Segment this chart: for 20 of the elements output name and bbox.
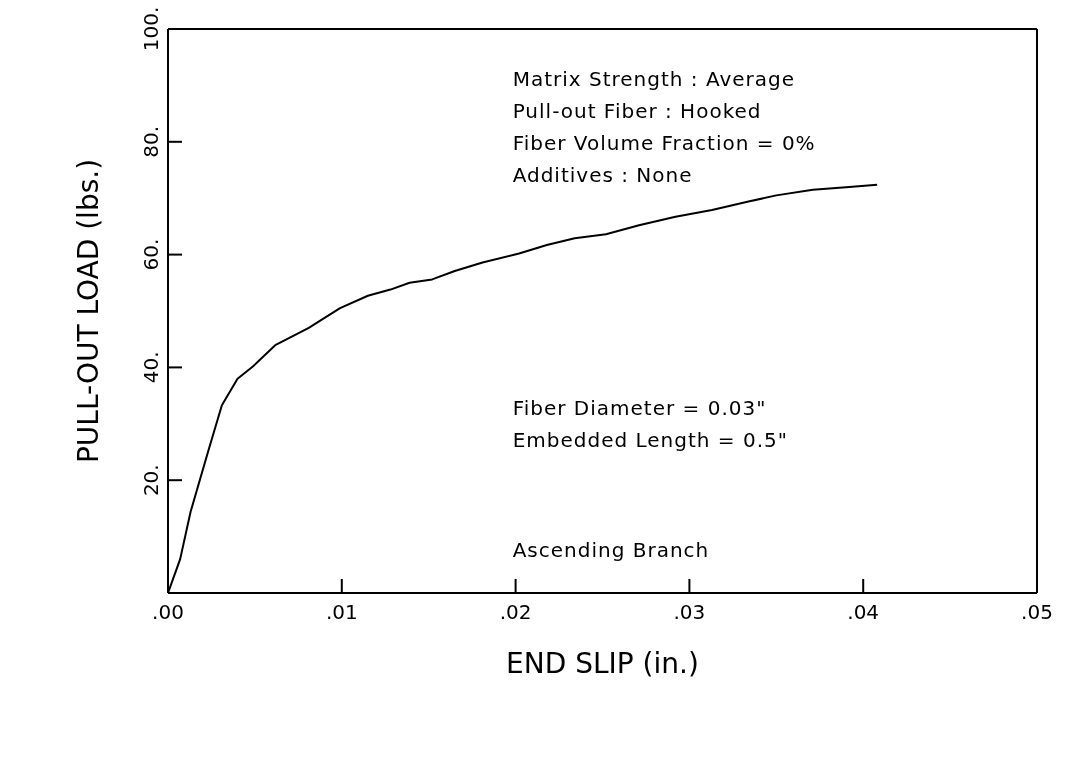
annotation: Ascending Branch xyxy=(512,537,710,562)
x-tick-label: .00 xyxy=(152,600,184,625)
annotation: Pull-out Fiber : Hooked xyxy=(512,98,762,123)
x-axis-title: END SLIP (in.) xyxy=(506,647,699,680)
annotation: Fiber Diameter = 0.03" xyxy=(512,395,767,420)
x-tick-label: .05 xyxy=(1021,600,1053,625)
y-tick-label: 100. xyxy=(139,6,163,52)
y-tick-label: 20. xyxy=(139,464,163,497)
annotation: Fiber Volume Fraction = 0% xyxy=(512,131,816,156)
annotation: Additives : None xyxy=(512,163,693,188)
x-tick-label: .03 xyxy=(673,600,706,625)
x-tick-label: .01 xyxy=(325,600,358,625)
annotation: Embedded Length = 0.5" xyxy=(512,427,788,452)
y-axis-title: PULL-OUT LOAD (lbs.) xyxy=(71,158,105,464)
x-tick-label: .04 xyxy=(847,600,880,625)
y-tick-label: 80. xyxy=(139,125,163,158)
x-tick-label: .02 xyxy=(499,600,532,625)
annotation: Matrix Strength : Average xyxy=(512,66,796,91)
y-tick-label: 40. xyxy=(139,351,163,384)
y-tick-label: 60. xyxy=(139,238,163,271)
